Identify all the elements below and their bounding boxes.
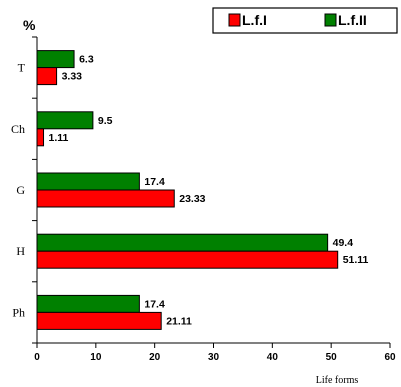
value-label-l-f-i-h: 51.11 [343,254,369,266]
value-label-l-f-i-t: 3.33 [62,71,83,83]
value-label-l-f-i-ch: 1.11 [49,132,69,144]
axes-group: T Ch G H Ph 0 10 20 30 40 50 60 [11,36,396,363]
bar-l-f-i-ph [36,311,162,330]
value-label-l-f-ii-t: 6.3 [79,54,94,66]
bar-l-f-i-g [36,189,175,208]
value-label-l-f-ii-h: 49.4 [333,237,354,249]
value-label-l-f-ii-g: 17.4 [144,176,165,188]
bar-l-f-i-t [36,67,58,86]
x-tick-label-10: 10 [90,352,102,363]
bar-l-f-ii-h [36,233,329,252]
bar-l-f-ii-t [36,50,75,69]
bar-l-f-ii-ch [36,111,94,130]
y-tick-label-t: T [18,61,26,75]
y-tick-label-ph: Ph [12,305,25,319]
value-label-l-f-ii-ph: 17.4 [144,298,165,310]
x-tick-label-40: 40 [267,352,279,363]
legend: L.f.I L.f.II [212,7,398,34]
bar-l-f-i-h [36,250,339,269]
x-tick-label-30: 30 [208,352,220,363]
bar-l-f-ii-g [36,172,140,191]
value-label-l-f-i-ph: 21.11 [166,315,192,327]
legend-swatch-l-f-ii [324,13,337,27]
x-tick-label-60: 60 [384,352,396,363]
bar-l-f-i-ch [36,128,45,147]
x-tick-label-0: 0 [34,352,40,363]
bar-l-f-ii-ph [36,294,140,313]
legend-swatch-l-f-i [228,13,241,27]
legend-label-l-f-i: L.f.I [242,12,267,28]
y-tick-label-ch: Ch [11,122,25,136]
y-tick-label-g: G [16,183,25,197]
x-tick-label-20: 20 [149,352,161,363]
y-tick-label-h: H [16,244,25,258]
value-label-l-f-i-g: 23.33 [179,193,205,205]
value-label-l-f-ii-ch: 9.5 [98,115,113,127]
x-axis-label: Life forms [316,375,359,386]
bars-group: 6.33.339.51.1117.423.3349.451.1117.421.1… [36,50,369,330]
legend-box [212,7,398,34]
legend-label-l-f-ii: L.f.II [338,12,367,28]
x-tick-label-50: 50 [326,352,338,363]
y-axis-unit-label: % [23,17,36,33]
